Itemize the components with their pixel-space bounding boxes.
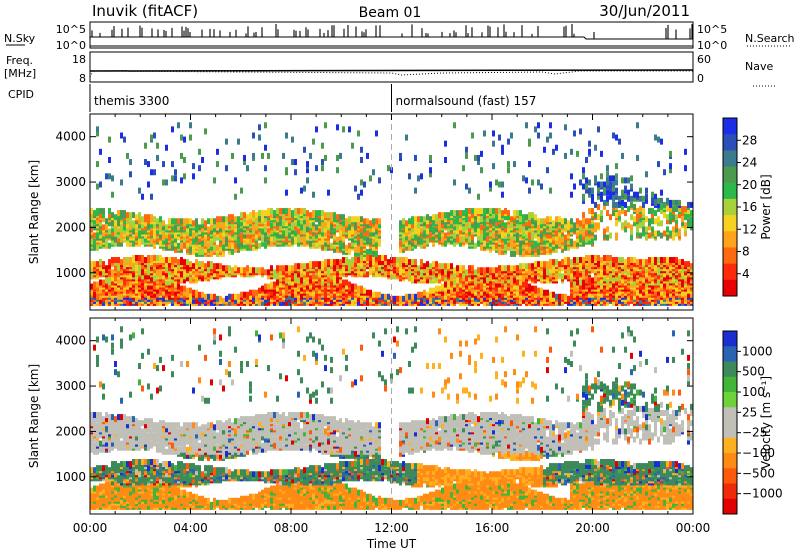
x-tick-label-0: 00:00 <box>73 521 108 535</box>
freq-left-tick-bottom: 8 <box>79 72 86 85</box>
sky-left-tick-top: 10^5 <box>56 23 86 36</box>
sky-panel-frame <box>89 21 694 49</box>
colorbar-swatch-0-1 <box>723 134 737 151</box>
y-tick-label-1-3: 4000 <box>55 334 86 348</box>
colorbar-label-0-2: 12 <box>742 222 757 236</box>
y-tick-label-1-1: 2000 <box>55 424 86 438</box>
freq-right-tick-bottom: 0 <box>697 72 704 85</box>
freq-label: Freq. <box>6 54 33 67</box>
date-title: 30/Jun/2011 <box>599 2 690 20</box>
colorbar-swatch-0-4 <box>723 182 737 200</box>
freq-panel-frame <box>89 51 694 83</box>
colorbar-title-1: Velocity [m s⁻¹] <box>759 376 773 469</box>
colorbar-swatch-0-3 <box>723 166 737 184</box>
colorbar-label-1-4: −25 <box>742 426 767 440</box>
y-tick-label-1-0: 1000 <box>55 470 86 484</box>
cpid-segment-1: normalsound (fast) 157 <box>396 94 537 108</box>
colorbar-label-1-0: 1000 <box>742 344 773 358</box>
y-tick-label-0-1: 2000 <box>55 220 86 234</box>
colorbar-label-0-5: 24 <box>742 156 757 170</box>
colorbar-label-1-2: 100 <box>742 385 765 399</box>
cpid-segment-0: themis 3300 <box>94 94 169 108</box>
freq-left-tick-top: 18 <box>72 53 86 66</box>
sky-noise-trace <box>89 24 693 40</box>
power-heatmap <box>90 122 693 306</box>
colorbar-swatch-1-6 <box>723 422 737 439</box>
colorbar-swatch-0-0 <box>723 118 737 135</box>
y-tick-label-0-0: 1000 <box>55 266 86 280</box>
x-tick-label-1: 04:00 <box>173 521 208 535</box>
y-axis-label-1: Slant Range [km] <box>27 364 41 468</box>
x-tick-label-3: 12:00 <box>374 521 409 535</box>
colorbar-swatch-1-5 <box>723 407 737 423</box>
colorbar-swatch-1-3 <box>723 376 737 393</box>
x-tick-label-2: 08:00 <box>274 521 309 535</box>
colorbar-label-0-1: 8 <box>742 245 750 259</box>
colorbar-label-1-1: 500 <box>742 365 765 379</box>
colorbar-swatch-0-9 <box>723 263 737 281</box>
colorbar-label-1-6: −500 <box>742 466 775 480</box>
colorbar-swatch-0-5 <box>723 198 737 216</box>
colorbar-label-1-5: −100 <box>742 446 775 460</box>
colorbar-label-0-3: 16 <box>742 200 757 214</box>
colorbar-label-0-4: 20 <box>742 178 757 192</box>
x-tick-label-6: 00:00 <box>676 521 711 535</box>
n-search-label: N.Search <box>745 32 795 45</box>
freq-right-tick-top: 60 <box>697 53 711 66</box>
colorbar-swatch-1-9 <box>723 468 737 484</box>
x-tick-label-5: 20:00 <box>575 521 610 535</box>
sky-left-tick-bottom: 10^0 <box>56 39 86 52</box>
colorbar-label-0-0: 4 <box>742 267 750 281</box>
colorbar-label-1-7: −1000 <box>742 487 783 501</box>
colorbar-swatch-0-2 <box>723 150 737 168</box>
n-sky-label: N.Sky <box>4 32 36 45</box>
sky-right-tick-bottom: 10^0 <box>697 39 727 52</box>
y-tick-label-0-3: 4000 <box>55 130 86 144</box>
colorbar-swatch-1-2 <box>723 361 737 378</box>
x-axis-title: Time UT <box>366 537 417 551</box>
colorbar-title-0: Power [dB] <box>759 174 773 239</box>
y-tick-label-1-2: 3000 <box>55 379 86 393</box>
station-title: Inuvik (fitACF) <box>92 2 198 20</box>
y-tick-label-0-2: 3000 <box>55 175 86 189</box>
freq-unit-label: [MHz] <box>4 67 36 80</box>
colorbar-swatch-0-6 <box>723 215 737 232</box>
colorbar-swatch-1-11 <box>723 498 737 515</box>
nave-trace <box>89 70 693 78</box>
colorbar-swatch-0-8 <box>723 247 737 265</box>
velocity-heatmap <box>90 326 693 510</box>
colorbar-swatch-1-1 <box>723 346 737 362</box>
colorbar-label-0-6: 28 <box>742 133 757 147</box>
x-tick-label-4: 16:00 <box>475 521 510 535</box>
colorbar-swatch-1-8 <box>723 453 737 469</box>
colorbar-label-1-3: 25 <box>742 405 757 419</box>
y-axis-label-0: Slant Range [km] <box>27 160 41 264</box>
beam-title: Beam 01 <box>359 5 422 21</box>
nave-label: Nave <box>745 60 773 73</box>
colorbar-frame-1 <box>722 330 738 515</box>
colorbar-swatch-1-10 <box>723 483 737 500</box>
sky-right-tick-top: 10^5 <box>697 23 727 36</box>
colorbar-swatch-1-4 <box>723 392 737 408</box>
cpid-label: CPID <box>8 88 34 101</box>
freq-trace <box>89 69 694 72</box>
colorbar-swatch-0-7 <box>723 231 737 248</box>
colorbar-swatch-1-0 <box>723 331 737 347</box>
colorbar-swatch-0-10 <box>723 279 737 297</box>
colorbar-swatch-1-7 <box>723 437 737 454</box>
